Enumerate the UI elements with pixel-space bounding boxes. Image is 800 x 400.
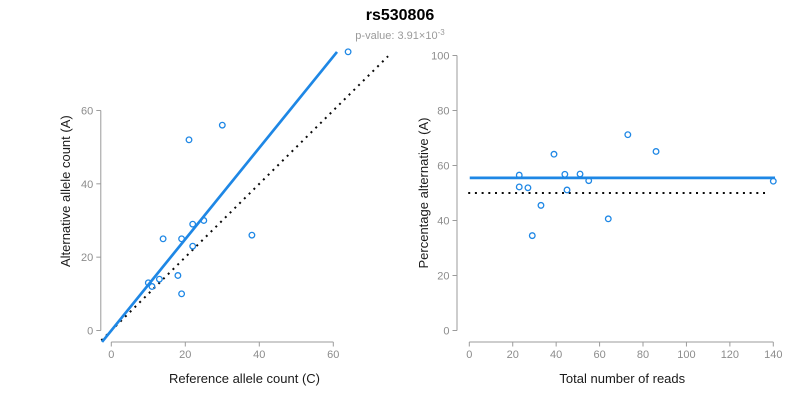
plot-subtitle: p-value: 3.91×10-3 xyxy=(0,28,800,42)
x-tick-label: 0 xyxy=(466,349,472,361)
figure-header: rs530806 p-value: 3.91×10-3 xyxy=(0,6,800,42)
data-point xyxy=(218,121,226,129)
x-tick-label: 80 xyxy=(637,349,649,361)
data-point xyxy=(576,170,584,178)
data-point xyxy=(155,275,163,283)
y-tick-label: 100 xyxy=(431,51,449,63)
data-point xyxy=(515,183,523,191)
x-tick-label: 60 xyxy=(593,349,605,361)
data-point xyxy=(178,290,186,298)
data-point xyxy=(178,235,186,243)
plot-title: rs530806 xyxy=(365,7,435,24)
data-point xyxy=(524,184,532,192)
data-point xyxy=(604,215,612,223)
y-tick-label: 60 xyxy=(81,105,93,117)
reference-line xyxy=(100,55,389,342)
data-point xyxy=(652,148,660,155)
data-point xyxy=(248,231,256,239)
x-tick-label: 20 xyxy=(179,349,191,361)
x-tick-label: 0 xyxy=(108,349,114,361)
data-point xyxy=(563,186,571,194)
x-axis-title: Reference allele count (C) xyxy=(169,371,320,386)
data-point xyxy=(585,177,593,185)
data-point xyxy=(528,232,536,240)
fit-line xyxy=(101,51,339,343)
y-tick-label: 40 xyxy=(81,179,93,191)
x-tick-label: 140 xyxy=(764,349,782,361)
x-tick-label: 40 xyxy=(253,349,265,361)
data-point xyxy=(185,136,193,144)
x-axis-title: Total number of reads xyxy=(559,371,685,386)
y-axis-title: Percentage alternative (A) xyxy=(416,117,431,268)
y-tick-label: 20 xyxy=(437,271,449,283)
x-tick-label: 40 xyxy=(550,349,562,361)
x-tick-label: 100 xyxy=(677,349,695,361)
data-point xyxy=(769,177,777,185)
data-point xyxy=(550,150,558,158)
pvalue-exponent: -3 xyxy=(437,28,445,38)
x-tick-label: 20 xyxy=(507,349,519,361)
data-point xyxy=(344,48,352,56)
x-tick-label: 60 xyxy=(327,349,339,361)
x-tick-label: 120 xyxy=(721,349,739,361)
y-tick-label: 0 xyxy=(443,326,449,338)
y-tick-label: 80 xyxy=(437,106,449,118)
data-point xyxy=(515,171,523,179)
y-tick-label: 60 xyxy=(437,161,449,173)
y-tick-label: 40 xyxy=(437,216,449,228)
pvalue-text: p-value: 3.91×10 xyxy=(355,30,438,43)
data-point xyxy=(189,242,197,250)
data-point xyxy=(174,272,182,279)
data-point xyxy=(200,217,208,224)
y-tick-label: 20 xyxy=(81,252,93,264)
data-point xyxy=(159,235,167,243)
data-point xyxy=(144,279,152,287)
y-tick-label: 0 xyxy=(87,326,93,338)
data-point xyxy=(624,131,632,139)
data-point xyxy=(189,220,197,228)
y-axis-title: Alternative allele count (A) xyxy=(58,115,73,267)
data-point xyxy=(537,201,545,209)
data-point xyxy=(561,170,569,178)
data-point xyxy=(148,283,156,290)
